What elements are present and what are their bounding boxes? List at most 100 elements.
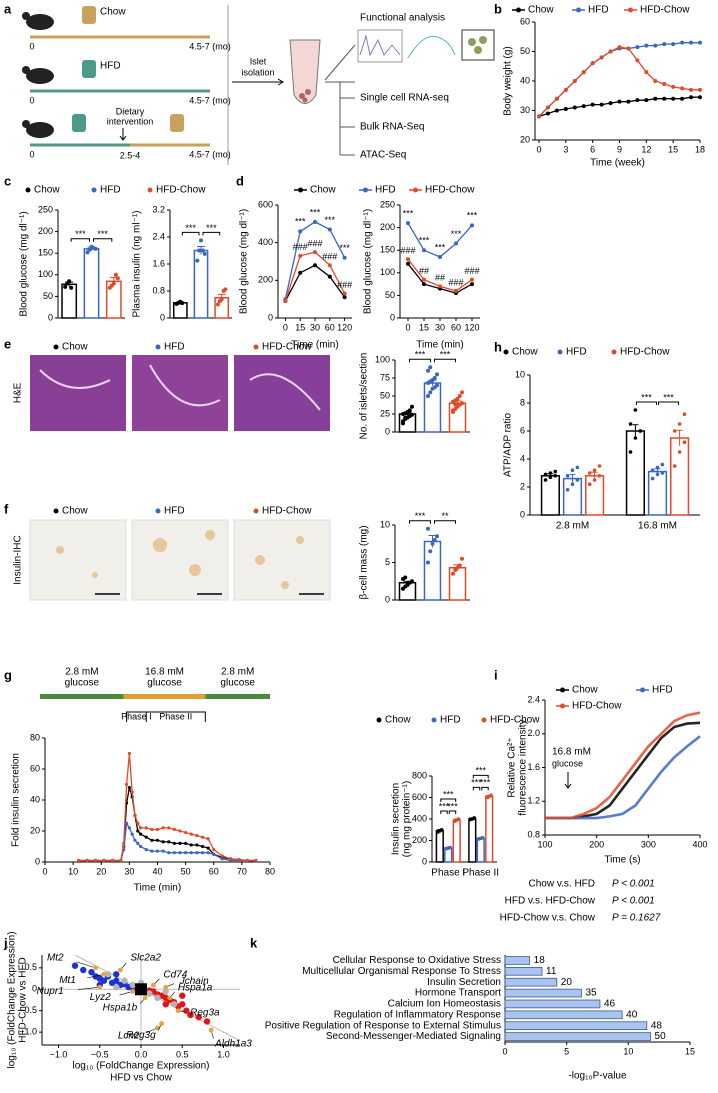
legend-label: HFD-Chow <box>640 5 690 16</box>
data-point <box>439 827 444 832</box>
y-tick-label: 200 <box>380 222 395 232</box>
significance-label: *** <box>185 223 196 233</box>
point <box>438 254 442 259</box>
gene-leader <box>78 986 100 990</box>
data-point <box>457 394 462 398</box>
he-image <box>30 355 126 431</box>
icon-frame <box>461 29 495 61</box>
gene-label: Slc2a2 <box>130 953 161 964</box>
x-tick-label: 30 <box>435 322 445 332</box>
point <box>644 43 649 48</box>
point <box>206 837 210 841</box>
significance-bracket <box>448 810 457 814</box>
data-point <box>457 563 462 568</box>
stat-p: P < 0.001 <box>612 879 655 890</box>
y-tick-label: 400 <box>412 813 427 823</box>
x-tick-label: 70 <box>237 866 247 876</box>
y-tick-label: 0.5 <box>24 962 37 972</box>
x-tick-label: −0.5 <box>91 1049 109 1059</box>
point <box>77 858 81 863</box>
error-bar <box>676 429 683 446</box>
y-tick-label: 80 <box>30 732 40 742</box>
point <box>635 45 640 50</box>
point <box>599 102 604 107</box>
legend-marker <box>628 7 633 13</box>
point <box>671 96 676 101</box>
diet-label: Chow <box>100 7 126 18</box>
point <box>406 221 410 226</box>
point <box>572 105 577 110</box>
y-tick-label: 8 <box>520 397 525 407</box>
y-tick-label: 0 <box>32 984 37 994</box>
x-tick-label: 2.8 mM <box>556 521 589 532</box>
stat-label: HFD-Chow v.s. Chow <box>500 913 596 924</box>
point <box>563 107 568 112</box>
y-tick-label: 0.8 <box>152 285 165 295</box>
y-tick-label: 600 <box>258 199 273 209</box>
point <box>545 105 550 110</box>
point <box>127 786 131 790</box>
data-point <box>195 258 200 263</box>
legend-marker <box>640 687 645 693</box>
point <box>122 841 126 846</box>
data-point <box>71 962 79 969</box>
x-tick-label: 120 <box>464 322 479 332</box>
legend-marker <box>481 717 487 723</box>
category-label: Regulation of Inflammatory Response <box>334 1009 502 1020</box>
legend-label: Chow <box>62 506 88 517</box>
data-point <box>428 549 433 554</box>
point <box>327 227 332 232</box>
y-tick-label: 200 <box>38 226 53 236</box>
legend-marker <box>25 187 31 193</box>
data-point <box>575 478 580 482</box>
point <box>454 241 458 246</box>
annotation: *** <box>339 243 350 253</box>
point <box>470 277 474 282</box>
significance-label: *** <box>471 778 482 788</box>
data-point <box>113 983 120 991</box>
y-tick-label: 20 <box>520 134 530 144</box>
intervention-label: Dietary <box>116 106 145 116</box>
data-point <box>203 1018 211 1025</box>
data-point <box>460 390 464 395</box>
x-axis-label: -log₁₀P-value <box>568 1071 627 1082</box>
point <box>698 40 702 45</box>
point <box>438 284 442 289</box>
x-tick-label: 18 <box>695 144 705 154</box>
stimulus-label: glucose <box>147 678 182 689</box>
category-label: Positive Regulation of Response to Exter… <box>265 1020 501 1031</box>
point <box>184 851 188 855</box>
significance-bracket <box>202 231 221 236</box>
legend-label: HFD <box>566 347 587 358</box>
data-point <box>154 994 161 1002</box>
data-point <box>197 248 202 253</box>
line <box>545 721 701 820</box>
point <box>599 55 604 60</box>
data-point <box>187 1011 194 1019</box>
y-tick-label: 150 <box>38 248 53 258</box>
annotation: *** <box>467 211 478 221</box>
annotation: ### <box>322 252 337 262</box>
data-point <box>435 372 439 377</box>
data-point <box>435 383 439 388</box>
stimulus-bar <box>40 694 124 699</box>
significance-bracket <box>472 786 481 791</box>
point <box>167 851 171 855</box>
data-point <box>451 571 455 576</box>
point <box>220 854 224 858</box>
significance-label: *** <box>443 789 454 799</box>
y-tick-label: 60 <box>520 16 530 26</box>
intervention-time: 2.5-4 <box>120 150 141 160</box>
point <box>698 95 702 100</box>
data-point <box>453 402 458 407</box>
point <box>161 826 165 830</box>
legend-label: HFD-Chow <box>425 185 475 196</box>
y-tick-label: 100 <box>375 354 390 364</box>
annotation: ## <box>435 273 445 283</box>
data-point <box>129 981 136 989</box>
x-tick-label: 15 <box>419 322 429 332</box>
data-point <box>677 450 682 454</box>
x-tick-label: 60 <box>325 322 335 332</box>
x-tick-label: Phase II <box>462 868 499 879</box>
